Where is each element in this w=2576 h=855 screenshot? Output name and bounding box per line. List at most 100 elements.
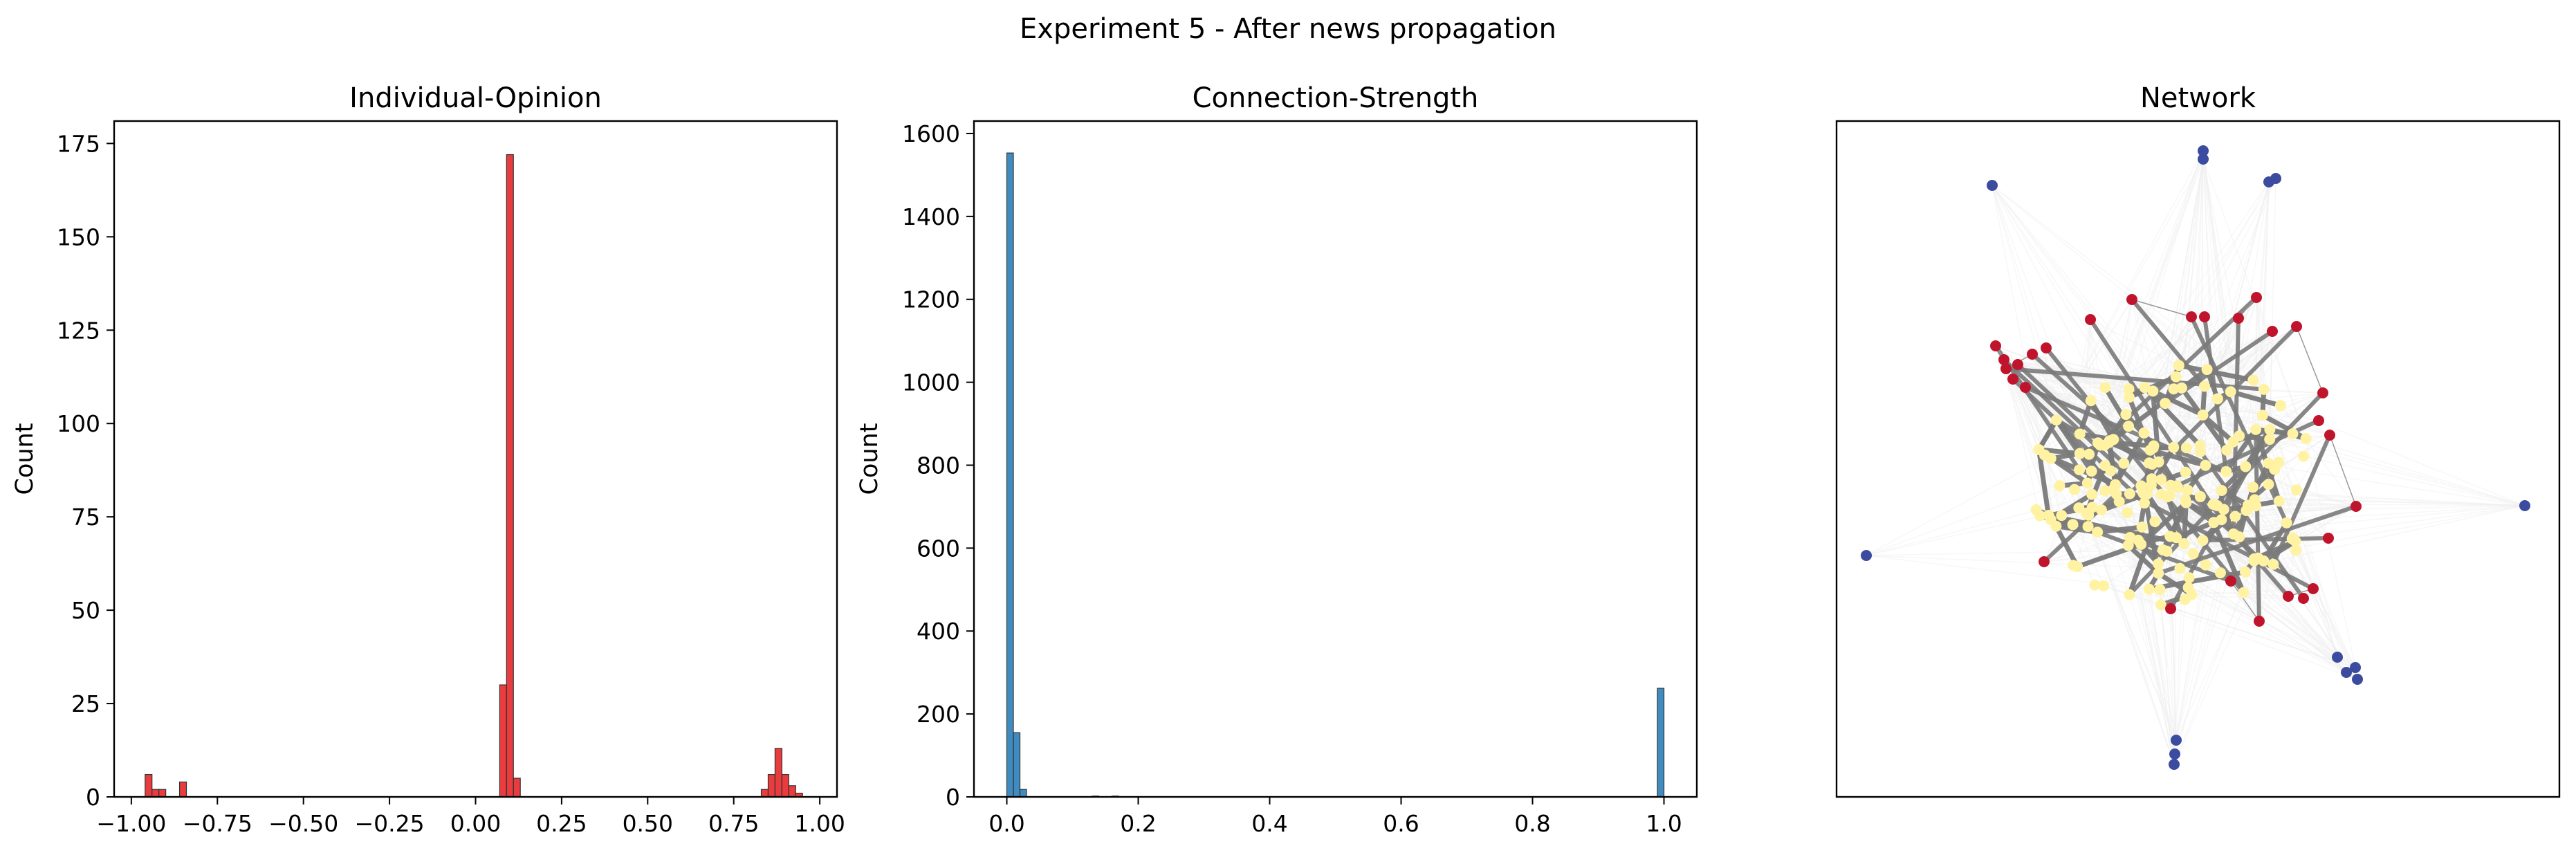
moderate-opinion-node: [2256, 410, 2268, 421]
moderate-opinion-node: [2199, 380, 2211, 392]
opinion-histogram-panel: −1.00 −0.75 −0.50 −0.25 0.00 0.25 0.50 0.75 1.00…: [11, 82, 845, 837]
moderate-opinion-node: [2227, 528, 2239, 540]
y-tick-label: 75: [71, 504, 100, 531]
moderate-opinion-node: [2108, 434, 2119, 445]
y-tick-label: 100: [57, 410, 100, 437]
moderate-opinion-node: [2225, 386, 2236, 398]
moderate-opinion-node: [2287, 428, 2299, 440]
weak-edge: [2005, 368, 2061, 486]
negative-opinion-node: [2350, 662, 2361, 673]
moderate-opinion-node: [2201, 364, 2213, 376]
strong-edge: [2088, 318, 2224, 522]
moderate-opinion-node: [2220, 466, 2232, 477]
moderate-opinion-node: [2170, 371, 2182, 383]
weak-edge: [1991, 185, 2146, 388]
moderate-opinion-node: [2221, 444, 2233, 456]
y-tick-label: 1400: [902, 203, 960, 230]
strong-edge: [2271, 433, 2332, 567]
moderate-opinion-node: [2229, 511, 2241, 522]
moderate-opinion-node: [2085, 395, 2097, 407]
moderate-opinion-node: [2124, 488, 2135, 499]
histogram-bar-7: [513, 778, 521, 798]
weak-edge: [1991, 185, 2214, 523]
weak-edge: [2187, 490, 2526, 506]
moderate-opinion-node: [2194, 439, 2206, 451]
network-panel: Network: [1835, 82, 2561, 798]
moderate-opinion-node: [2105, 465, 2117, 477]
moderate-opinion-node: [2086, 466, 2097, 477]
nodes: [1861, 145, 2530, 770]
moderate-opinion-node: [2139, 488, 2151, 500]
y-axis-label: Count: [11, 423, 39, 495]
strong-edge: [2260, 412, 2309, 441]
moderate-opinion-node: [2160, 398, 2171, 410]
positive-opinion-node: [2165, 603, 2176, 614]
strong-edge: [2004, 367, 2266, 392]
histogram-bar-5: [1657, 688, 1665, 798]
moderate-opinion-node: [2155, 474, 2167, 486]
weak-edge: [2056, 299, 2133, 421]
weak-edge: [2175, 572, 2221, 741]
weak-edge: [2140, 316, 2192, 545]
weak-edge: [2097, 150, 2204, 443]
weak-edge: [2149, 331, 2273, 451]
positive-opinion-node: [2012, 359, 2023, 370]
weak-edge: [2078, 507, 2347, 673]
histogram-bar-2: [1019, 789, 1027, 798]
moderate-opinion-node: [2068, 484, 2080, 495]
moderate-opinion-node: [2194, 490, 2206, 502]
weak-edge: [2025, 387, 2146, 495]
weak-edge: [2061, 515, 2347, 673]
moderate-opinion-node: [2168, 441, 2180, 453]
positive-opinion-node: [2283, 591, 2294, 602]
weak-edge: [2175, 592, 2245, 741]
weak-edge: [2103, 585, 2358, 680]
moderate-opinion-node: [2123, 392, 2135, 403]
negative-opinion-node: [1987, 180, 1998, 191]
moderate-opinion-node: [2197, 535, 2209, 546]
plot-area: [114, 121, 837, 797]
thin-edge: [2296, 326, 2324, 394]
moderate-opinion-node: [2263, 457, 2274, 469]
histogram-bar-0: [145, 774, 153, 798]
weak-edge: [2097, 532, 2175, 765]
thin-edge: [2230, 580, 2260, 622]
strong-edge: [2200, 412, 2236, 445]
negative-opinion-node: [2171, 735, 2182, 746]
y-tick-label: 0: [946, 784, 960, 811]
weak-edge: [1866, 493, 2144, 556]
histogram-bar-8: [760, 789, 769, 798]
x-tick-label: 0.6: [1383, 810, 1419, 837]
negative-opinion-node: [2169, 748, 2180, 760]
moderate-opinion-node: [2239, 566, 2251, 578]
strong-edge: [2254, 427, 2261, 623]
strong-edge: [2150, 388, 2205, 418]
weak-edge: [2274, 469, 2358, 680]
moderate-opinion-node: [2182, 484, 2193, 496]
positive-opinion-node: [2291, 321, 2302, 332]
y-tick-label: 1600: [902, 120, 960, 147]
positive-opinion-node: [2251, 292, 2262, 303]
moderate-opinion-node: [2187, 548, 2199, 560]
strong-edge: [2011, 377, 2147, 506]
moderate-opinion-node: [2208, 517, 2220, 528]
positive-opinion-node: [2225, 576, 2236, 587]
weak-edge: [2144, 316, 2192, 388]
moderate-opinion-node: [2248, 553, 2260, 564]
moderate-opinion-node: [2050, 414, 2062, 426]
positive-opinion-node: [2007, 374, 2018, 385]
moderate-opinion-node: [2155, 488, 2167, 500]
moderate-opinion-node: [2095, 504, 2107, 516]
histogram-bar-0: [1006, 152, 1014, 798]
positive-opinion-node: [2085, 314, 2096, 325]
strong-edges: [1994, 295, 2358, 623]
moderate-opinion-node: [2298, 450, 2310, 462]
moderate-opinion-node: [2300, 433, 2312, 445]
moderate-opinion-node: [2089, 579, 2101, 591]
strong-edge: [2223, 427, 2258, 475]
moderate-opinion-node: [2273, 457, 2285, 468]
weak-edge: [2191, 316, 2204, 416]
moderate-opinion-node: [2264, 434, 2276, 445]
moderate-opinion-node: [2180, 493, 2191, 505]
moderate-opinion-node: [2149, 515, 2161, 527]
